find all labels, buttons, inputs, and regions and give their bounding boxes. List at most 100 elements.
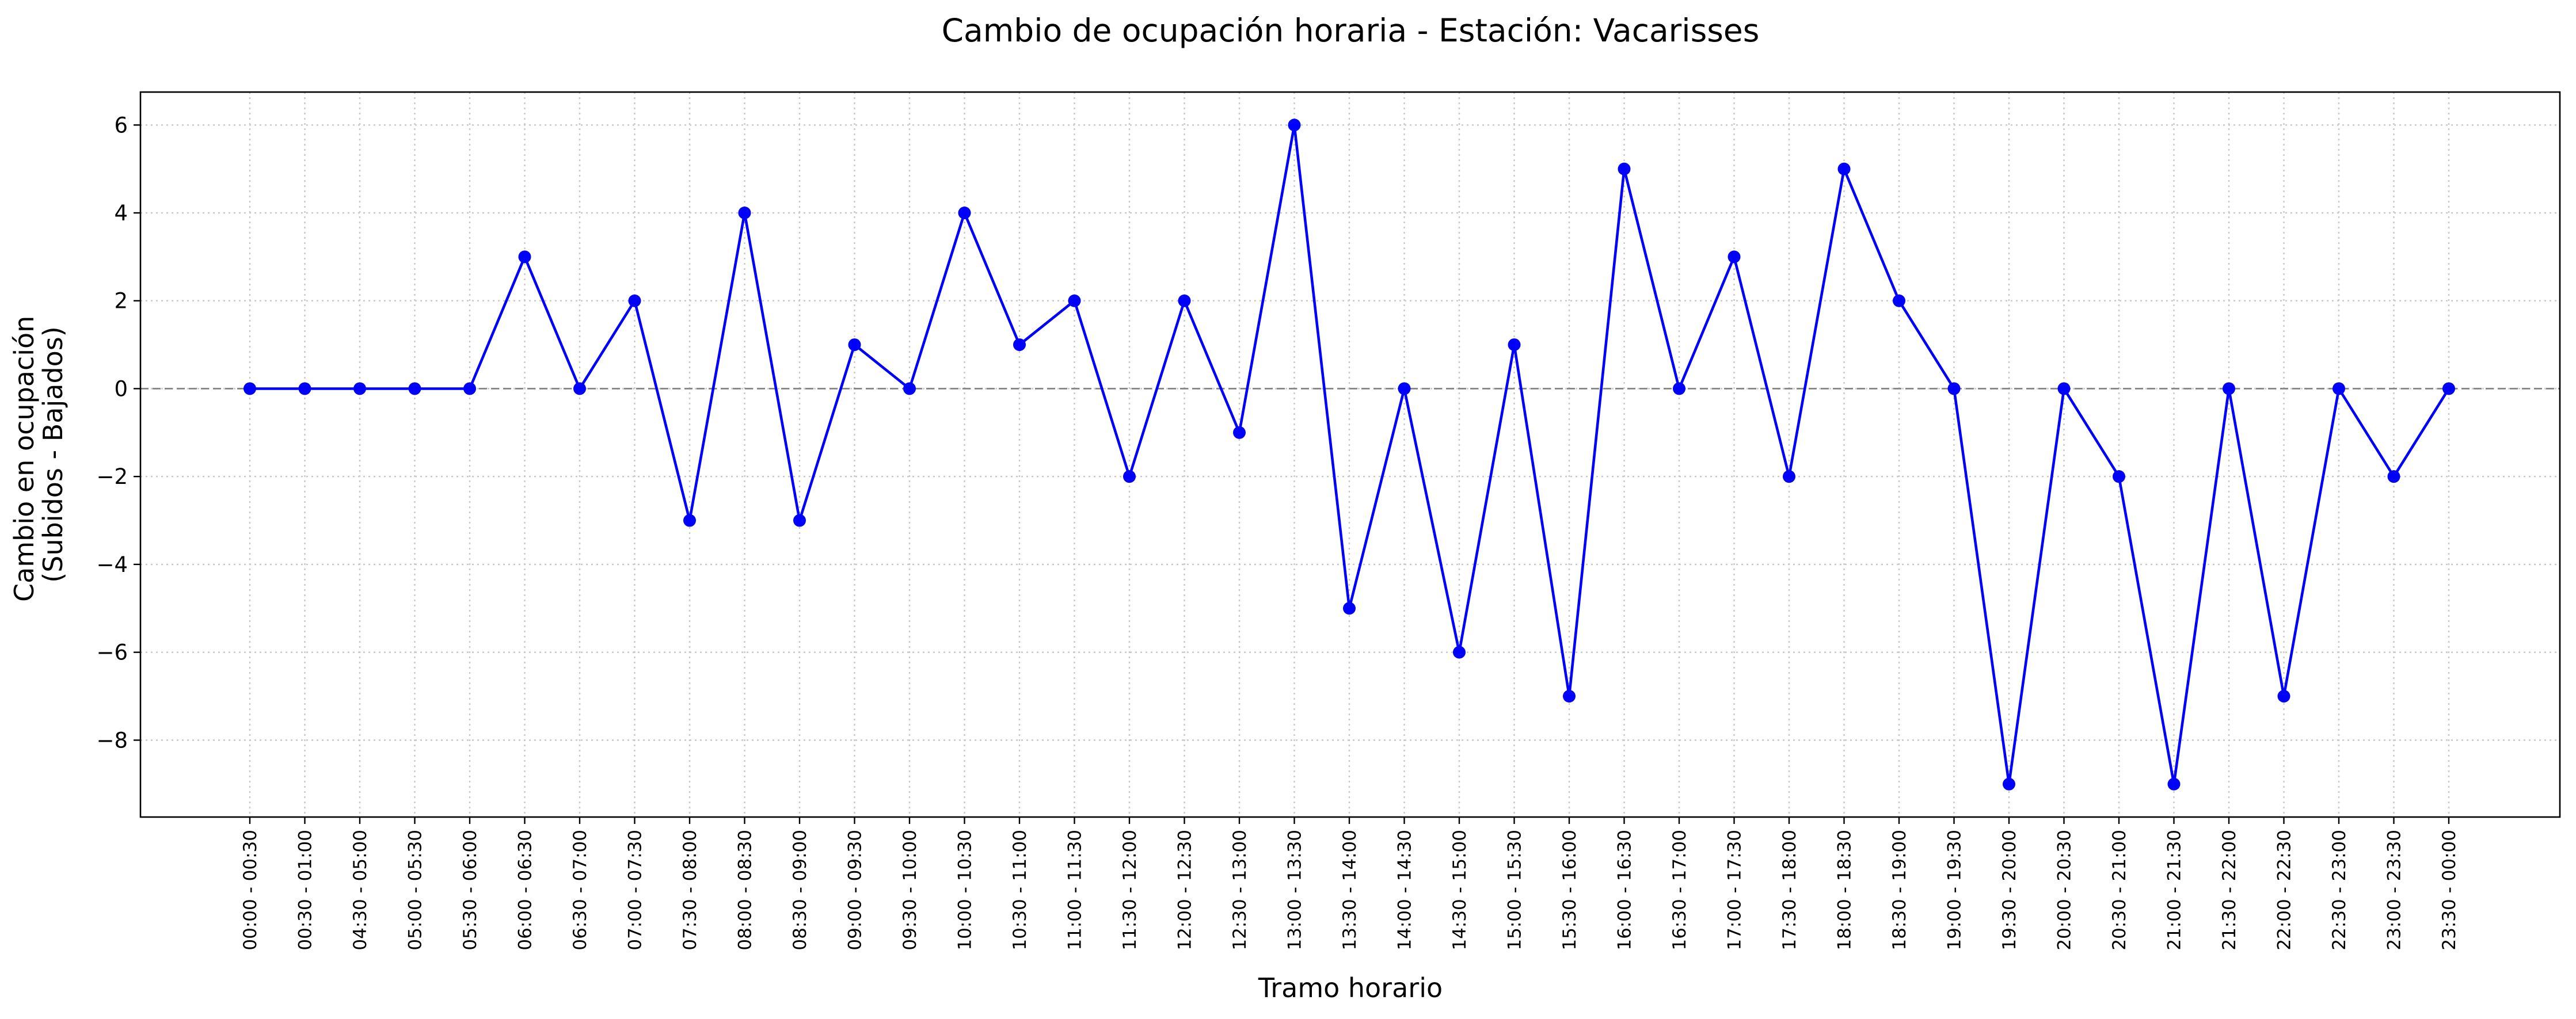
data-point [1013,338,1026,352]
data-point [1343,602,1356,615]
data-point [1728,250,1741,264]
x-tick-label: 17:00 - 17:30 [1725,830,1745,951]
y-tick-label: −8 [96,728,128,753]
data-point [1178,294,1191,307]
x-tick-label: 19:30 - 20:00 [1999,830,2020,951]
x-tick-label: 21:00 - 21:30 [2164,830,2185,951]
x-tick-label: 19:00 - 19:30 [1945,830,1965,951]
x-tick-label: 13:30 - 14:00 [1340,830,1360,951]
data-point [243,382,256,395]
data-point [2167,777,2181,791]
data-point [408,382,421,395]
data-point [738,207,751,219]
x-tick-label: 07:00 - 07:30 [625,830,646,951]
x-tick-label: 20:00 - 20:30 [2054,830,2075,951]
data-point [1837,162,1851,175]
y-tick-label: −4 [96,552,128,577]
data-point [2442,382,2455,395]
x-tick-label: 05:30 - 06:00 [460,830,481,951]
x-tick-label: 00:00 - 00:30 [240,830,261,951]
x-tick-label: 23:00 - 23:30 [2384,830,2405,951]
x-tick-label: 11:00 - 11:30 [1065,830,1086,951]
x-tick-label: 10:30 - 11:00 [1010,830,1030,951]
data-point [353,382,366,395]
x-tick-label: 07:30 - 08:00 [680,830,701,951]
x-tick-label: 22:00 - 22:30 [2274,830,2295,951]
x-tick-label: 23:30 - 00:00 [2439,830,2460,951]
x-tick-label: 15:30 - 16:00 [1559,830,1580,951]
y-axis-label-line-2: (Subidos - Bajados) [37,326,69,582]
y-tick-label: 4 [114,201,128,226]
series-line [250,124,2450,785]
y-tick-label: 6 [114,113,128,138]
x-tick-label: 05:00 - 05:30 [405,830,426,951]
data-point [1508,338,1521,352]
x-tick-label: 08:00 - 08:30 [735,830,756,951]
x-tick-label: 09:00 - 09:30 [845,830,866,951]
data-point [1673,382,1685,395]
x-tick-label: 12:30 - 13:00 [1230,830,1250,951]
x-tick-label: 12:00 - 12:30 [1175,830,1196,951]
x-tick-label: 18:00 - 18:30 [1835,830,1855,951]
x-tick-label: 08:30 - 09:00 [790,830,811,951]
y-axis-label: Cambio en ocupación (Subidos - Bajados) [9,307,69,602]
data-point [2333,382,2345,395]
data-point [1233,426,1246,439]
y-tick-label: −6 [96,640,128,665]
data-point [1893,294,1905,307]
data-point [903,382,916,395]
x-tick-label: 06:30 - 07:00 [570,830,591,951]
x-tick-label: 22:30 - 23:00 [2329,830,2350,951]
data-point [1123,470,1136,483]
data-point [518,250,531,264]
x-axis: 00:00 - 00:30 00:30 - 01:00 04:30 - 05:00 0… [240,817,2460,951]
x-tick-label: 10:00 - 10:30 [955,830,976,951]
data-point [573,382,586,395]
y-axis-label-line-1: Cambio en ocupación [9,316,40,602]
x-tick-label: 06:00 - 06:30 [515,830,536,951]
plot-frame [139,91,2561,818]
data-point [1288,119,1301,132]
x-axis-label: Tramo horario [1258,972,1443,1003]
data-point [2113,470,2125,483]
data-point [848,338,861,352]
x-tick-label: 17:30 - 18:00 [1779,830,1800,951]
data-point [2223,382,2235,395]
x-tick-label: 13:00 - 13:30 [1285,830,1306,951]
x-tick-label: 15:00 - 15:30 [1505,830,1525,951]
x-tick-label: 16:00 - 16:30 [1615,830,1635,951]
data-point [683,514,696,527]
data-point [1563,690,1576,703]
x-tick-label: 16:30 - 17:00 [1669,830,1690,951]
data-point [1618,162,1631,175]
data-point [2277,690,2290,703]
data-point [958,207,971,219]
data-point [1783,470,1795,483]
y-axis: −8 −6 −4 −2 0 2 4 6 [96,113,140,753]
x-tick-label: 21:30 - 22:00 [2219,830,2240,951]
y-tick-label: 0 [114,376,128,401]
data-series [243,119,2455,791]
data-point [1947,382,1961,395]
data-point [1068,294,1081,307]
x-tick-label: 11:30 - 12:00 [1120,830,1140,951]
grid [140,92,2560,817]
data-point [1398,382,1411,395]
data-point [1453,646,1466,659]
data-point [2387,470,2400,483]
data-point [298,382,311,395]
data-point [2057,382,2071,395]
x-tick-label: 14:00 - 14:30 [1395,830,1416,951]
data-point [793,514,806,527]
y-tick-label: 2 [114,289,128,314]
x-tick-label: 04:30 - 05:00 [350,830,371,951]
x-tick-label: 09:30 - 10:00 [900,830,920,951]
data-point [628,294,641,307]
data-point [463,382,476,395]
x-tick-label: 14:30 - 15:00 [1449,830,1470,951]
y-tick-label: −2 [96,464,128,489]
data-point [2003,777,2015,791]
x-tick-label: 20:30 - 21:00 [2109,830,2130,951]
x-tick-label: 18:30 - 19:00 [1889,830,1910,951]
